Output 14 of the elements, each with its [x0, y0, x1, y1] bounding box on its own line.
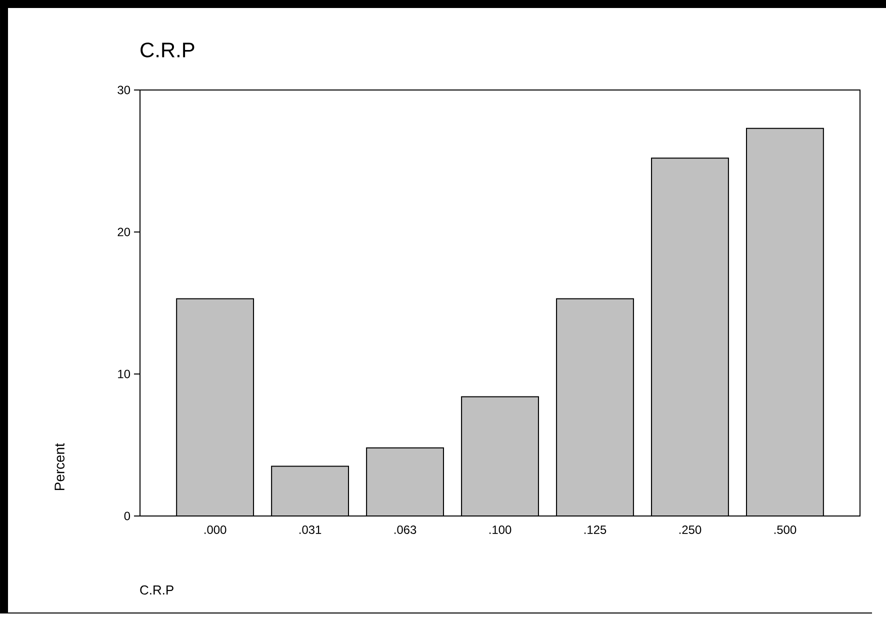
y-tick-label: 10	[118, 370, 130, 378]
x-axis-title: C.R.P	[140, 585, 174, 595]
x-tick-label: .100	[489, 526, 512, 534]
x-tick-label: .031	[299, 526, 322, 534]
x-tick-label: .000	[204, 526, 226, 534]
y-tick-label: 20	[118, 228, 130, 236]
x-tick-label: .500	[774, 526, 796, 534]
x-tick-label: .063	[394, 526, 416, 534]
y-tick-label: 0	[124, 512, 130, 520]
x-tick-label: .250	[679, 526, 702, 534]
y-tick-label: 30	[118, 86, 130, 94]
y-axis-title: Percent	[54, 443, 64, 490]
chart-title: C.R.P	[140, 42, 194, 58]
x-tick-label: .125	[584, 526, 606, 534]
